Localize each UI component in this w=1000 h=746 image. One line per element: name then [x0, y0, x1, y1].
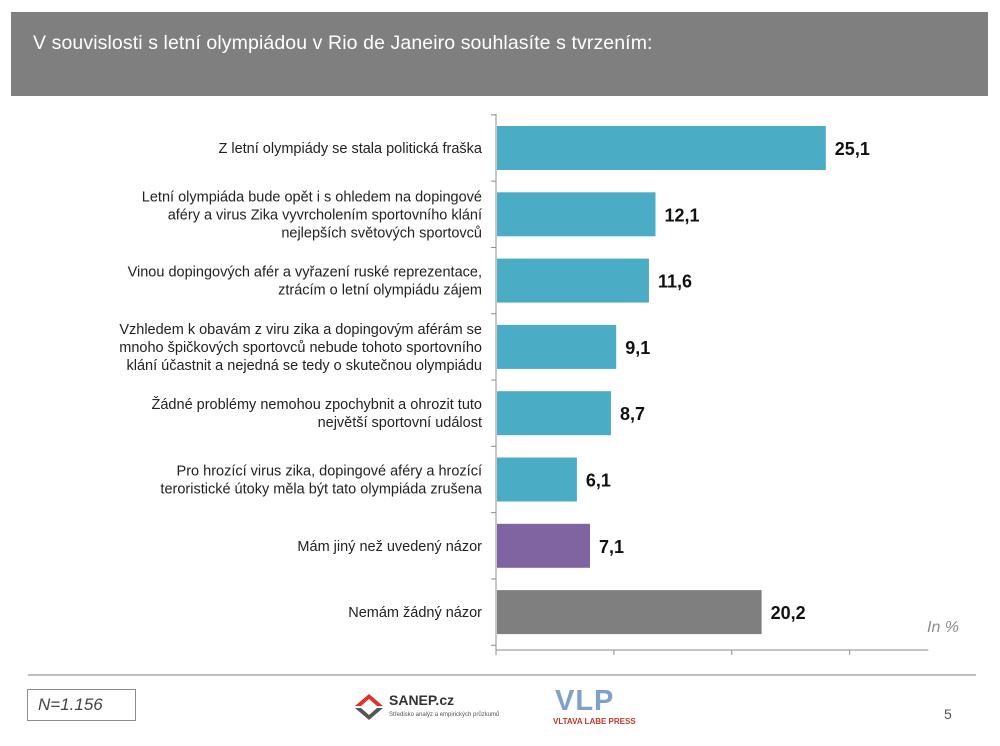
data-label: 9,1	[625, 338, 650, 358]
sanep-logo: SANEP.cz Středisko analýz a empirických …	[353, 688, 513, 728]
category-label: Letní olympiáda bude opět i s ohledem na…	[142, 189, 482, 241]
sanep-logo-icon	[355, 694, 383, 720]
data-label: 20,2	[771, 603, 806, 623]
category-label: Vzhledem k obavám z viru zika a dopingov…	[119, 322, 482, 374]
vlp-logo-subtitle: VLTAVA LABE PRESS	[553, 717, 636, 726]
vlp-logo: VLP VLTAVA LABE PRESS	[553, 685, 653, 729]
vlp-logo-name: VLP	[555, 685, 615, 717]
category-label: Z letní olympiády se stala politická fra…	[218, 141, 482, 157]
sanep-logo-tagline: Středisko analýz a empirických průzkumů	[389, 712, 500, 718]
bar	[497, 590, 762, 635]
bar	[497, 192, 656, 237]
unit-label: In %	[927, 619, 960, 636]
category-label-line: aféry a virus Zika vyvrcholením sportovn…	[168, 207, 482, 223]
page-number: 5	[944, 706, 952, 722]
bar	[497, 457, 577, 502]
category-label-line: Vzhledem k obavám z viru zika a dopingov…	[119, 322, 482, 338]
bar	[497, 391, 611, 436]
category-label-line: Letní olympiáda bude opět i s ohledem na…	[142, 189, 482, 205]
bar	[497, 126, 826, 170]
bar	[497, 523, 591, 568]
category-label-line: Z letní olympiády se stala politická fra…	[218, 141, 482, 157]
category-label-line: Pro hrozící virus zika, dopingové aféry …	[177, 464, 482, 480]
category-label-line: nejlepších světových sportovců	[281, 225, 482, 241]
data-label: 8,7	[620, 404, 645, 424]
bar	[497, 324, 617, 369]
data-label: 12,1	[665, 205, 700, 225]
data-label: 11,6	[658, 272, 692, 292]
category-label: Nemám žádný názor	[348, 605, 482, 621]
data-label: 7,1	[599, 537, 624, 557]
category-label: Pro hrozící virus zika, dopingové aféry …	[160, 464, 482, 498]
data-label: 25,1	[835, 139, 870, 159]
category-label: Mám jiný než uvedený názor	[297, 539, 482, 555]
category-label-line: teroristické útoky měla být tato olympiá…	[160, 482, 482, 498]
header-bar: V souvislosti s letní olympiádou v Rio d…	[11, 12, 988, 96]
bar	[497, 258, 649, 303]
data-label: 6,1	[586, 471, 611, 491]
category-label-line: ztrácím o letní olympiádu zájem	[278, 283, 482, 299]
category-label-line: největší sportovní událost	[318, 415, 482, 431]
category-label-line: Vinou dopingových afér a vyřazení ruské …	[128, 265, 482, 281]
category-label-line: mnoho špičkových sportovců nebude tohoto…	[119, 340, 482, 356]
category-label-line: Nemám žádný názor	[348, 605, 482, 621]
category-label-line: Žádné problémy nemohou zpochybnit a ohro…	[152, 396, 482, 413]
category-label-line: klání účastnit a nejedná se tedy o skute…	[127, 358, 482, 374]
category-label: Žádné problémy nemohou zpochybnit a ohro…	[152, 396, 482, 431]
sanep-logo-name: SANEP.cz	[389, 692, 455, 708]
page-title: V souvislosti s letní olympiádou v Rio d…	[33, 32, 653, 54]
category-label: Vinou dopingových afér a vyřazení ruské …	[128, 265, 482, 299]
category-label-line: Mám jiný než uvedený názor	[297, 539, 482, 555]
footer-divider	[28, 674, 976, 676]
sample-size-box: N=1.156	[27, 689, 136, 721]
